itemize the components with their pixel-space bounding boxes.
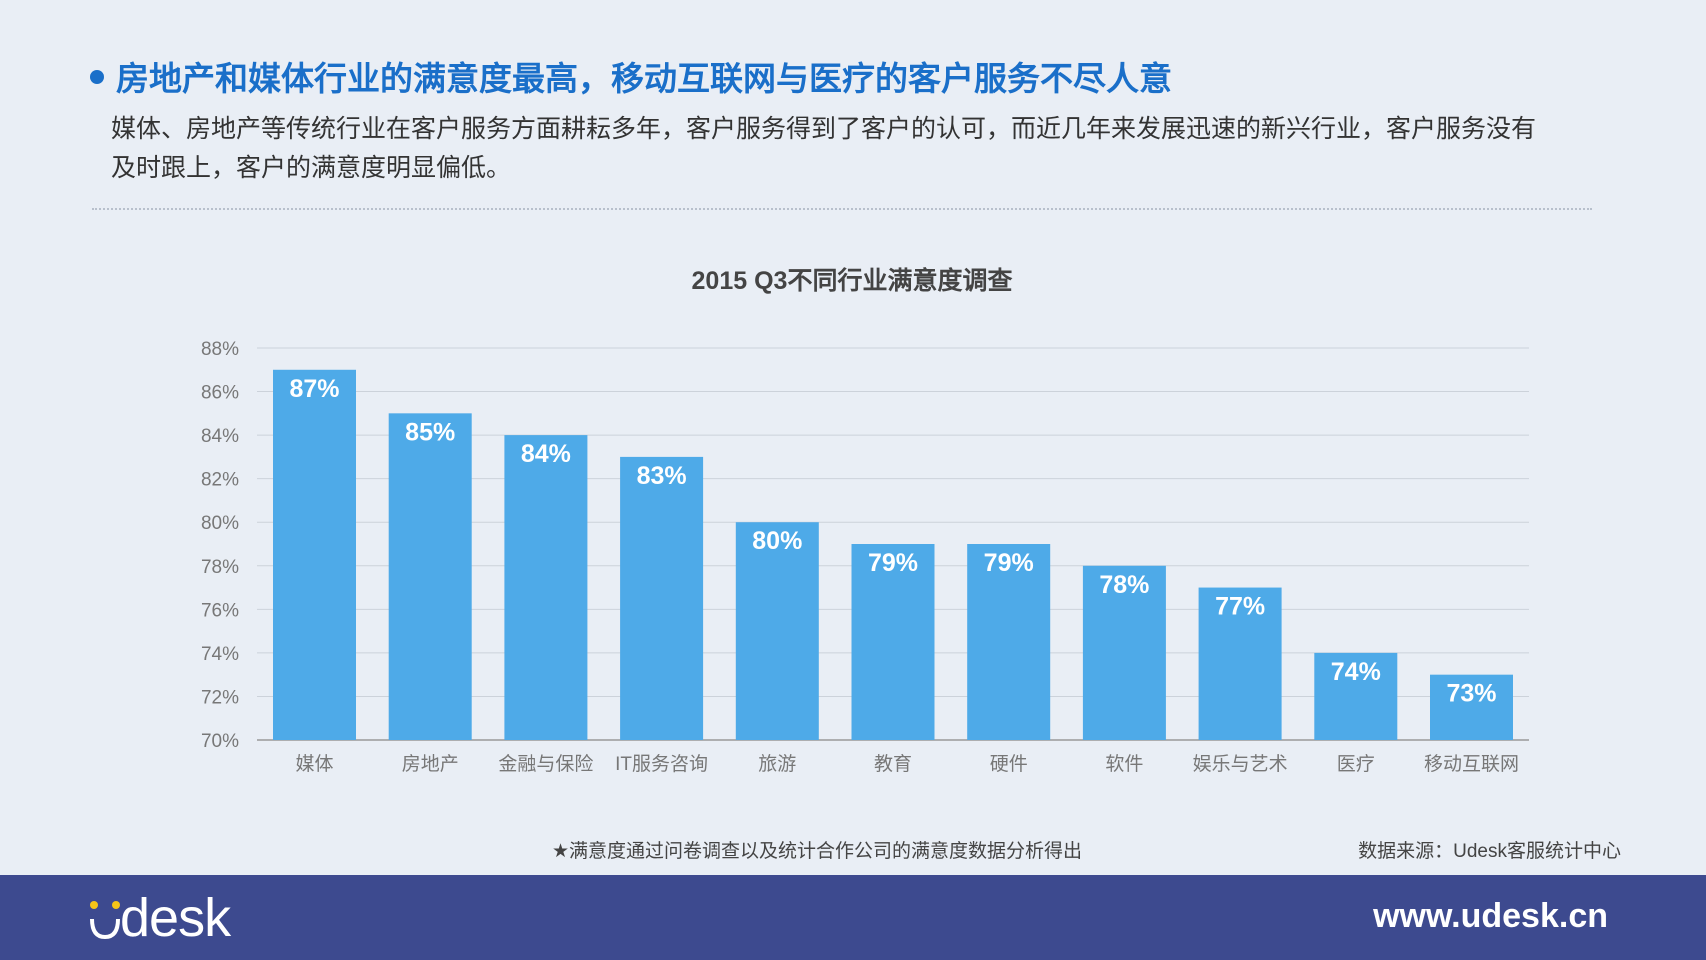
data-label: 85%: [405, 418, 455, 446]
y-tick-label: 78%: [201, 557, 239, 578]
footnote: ★满意度通过问卷调查以及统计合作公司的满意度数据分析得出: [552, 841, 1083, 862]
footer-bar: desk www.udesk.cn: [0, 875, 1706, 960]
bullet-icon: [90, 70, 104, 85]
y-tick-label: 74%: [201, 644, 239, 665]
chart-title: 2015 Q3不同行业满意度调查: [692, 266, 1013, 295]
udesk-logo: desk: [88, 888, 258, 949]
bar: [1314, 652, 1398, 740]
data-label: 74%: [1331, 658, 1381, 686]
x-tick-label: 媒体: [295, 753, 333, 775]
data-label: 84%: [521, 440, 571, 468]
description-paragraph: 媒体、房地产等传统行业在客户服务方面耕耘多年，客户服务得到了客户的认可，而近几年…: [111, 115, 1537, 182]
dotted-divider: [92, 208, 1592, 210]
x-tick-label: IT服务咨询: [615, 753, 708, 775]
y-tick-label: 80%: [201, 513, 239, 534]
data-label: 83%: [637, 462, 687, 490]
bar: [967, 544, 1051, 740]
logo-text: desk: [120, 888, 231, 948]
data-label: 79%: [984, 549, 1034, 577]
data-source: 数据来源：Udesk客服统计中心: [1358, 841, 1621, 862]
x-tick-label: 移动互联网: [1424, 753, 1519, 775]
y-tick-label: 76%: [201, 600, 239, 621]
y-tick-label: 86%: [201, 383, 239, 404]
x-tick-label: 金融与保险: [498, 753, 593, 775]
data-label: 87%: [289, 375, 339, 403]
bar: [388, 413, 472, 740]
bar: [851, 544, 935, 740]
y-tick-label: 84%: [201, 426, 239, 447]
x-tick-label: 娱乐与艺术: [1193, 753, 1288, 775]
data-label: 78%: [1099, 571, 1149, 599]
data-label: 73%: [1446, 680, 1496, 708]
y-tick-label: 82%: [201, 470, 239, 491]
smile-icon: [90, 901, 120, 940]
x-tick-label: 旅游: [758, 753, 796, 775]
bar: [1082, 565, 1166, 740]
website-url[interactable]: www.udesk.cn: [1373, 897, 1608, 935]
y-tick-label: 72%: [201, 687, 239, 708]
x-tick-label: 医疗: [1337, 753, 1375, 775]
bar: [273, 369, 356, 740]
data-label: 80%: [752, 527, 802, 555]
bar: [504, 435, 588, 740]
headline-text: 房地产和媒体行业的满意度最高，移动互联网与医疗的客户服务不尽人意: [116, 60, 1172, 97]
y-tick-label: 70%: [201, 731, 239, 752]
data-label: 79%: [868, 549, 918, 577]
bar-chart: 2015 Q3不同行业满意度调查 70% 72% 74% 76% 78% 80% 82% 84…: [201, 266, 1529, 775]
bar: [1198, 587, 1282, 740]
x-tick-label: 硬件: [990, 753, 1028, 775]
bar: [620, 456, 704, 740]
y-tick-label: 88%: [201, 339, 239, 360]
data-label: 77%: [1215, 593, 1265, 621]
headline: 房地产和媒体行业的满意度最高，移动互联网与医疗的客户服务不尽人意: [90, 52, 1172, 100]
x-tick-label: 教育: [874, 753, 912, 775]
bar: [1430, 674, 1513, 740]
bar: [735, 522, 819, 740]
x-tick-label: 软件: [1105, 753, 1143, 775]
x-tick-label: 房地产: [402, 753, 459, 775]
